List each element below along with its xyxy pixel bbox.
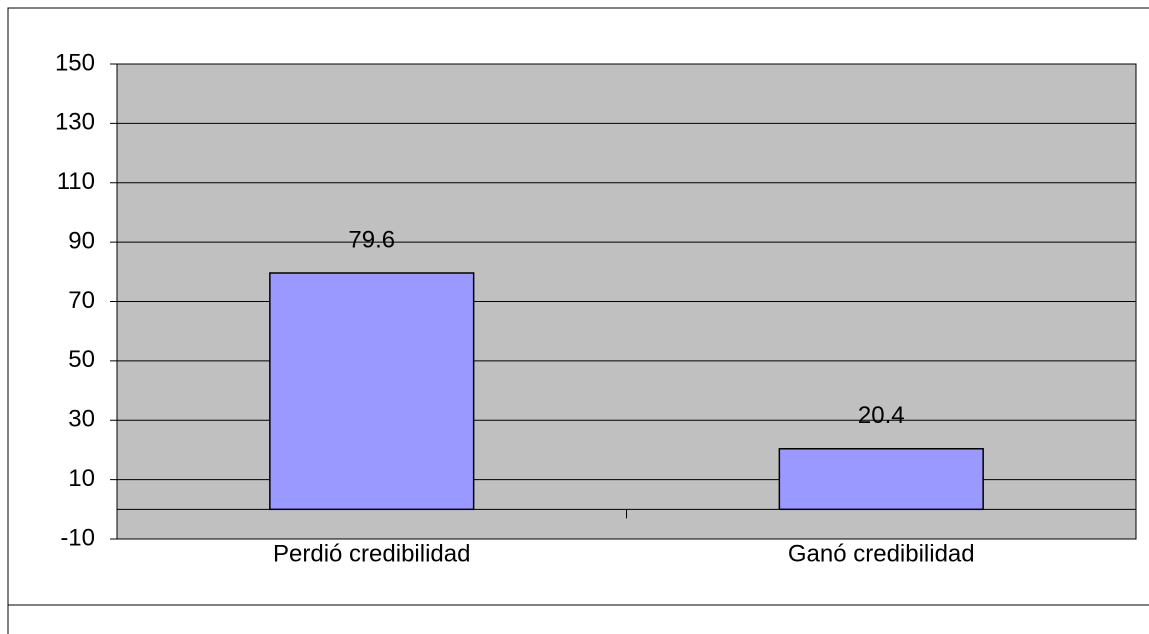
y-tick-label: 50: [68, 346, 95, 373]
y-tick-label: 10: [68, 465, 95, 492]
y-tick-label: 130: [55, 109, 95, 136]
y-tick-label: -10: [60, 524, 95, 551]
y-tick-label: 70: [68, 287, 95, 314]
data-label: 20.4: [858, 402, 905, 429]
y-tick-label: 30: [68, 406, 95, 433]
y-tick-label: 110: [57, 168, 95, 195]
bar: [778, 448, 984, 511]
bar: [269, 272, 475, 511]
x-tick-label: Perdió credibilidad: [273, 540, 470, 567]
x-tick-label: Ganó credibilidad: [788, 540, 975, 567]
y-tick-label: 150: [55, 49, 95, 76]
data-label: 79.6: [348, 226, 395, 253]
y-tick-label: 90: [68, 227, 95, 254]
